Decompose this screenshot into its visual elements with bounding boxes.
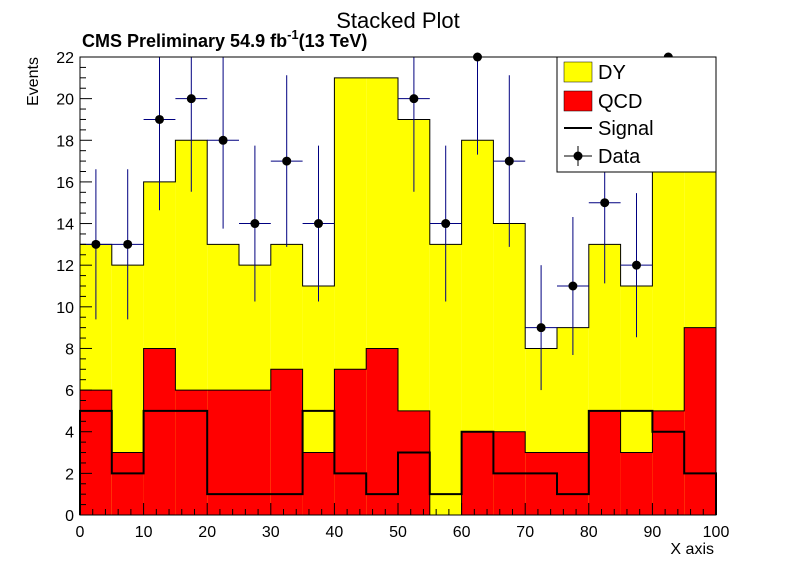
qcd-bar-15 bbox=[557, 452, 589, 515]
y-tick-label-6: 6 bbox=[65, 383, 74, 400]
data-point-14 bbox=[525, 265, 557, 391]
qcd-bar-17 bbox=[620, 452, 653, 515]
data-point-17 bbox=[620, 193, 653, 338]
y-tick-label-22: 22 bbox=[56, 50, 74, 67]
data-marker-13 bbox=[504, 156, 514, 166]
data-marker-11 bbox=[441, 219, 451, 229]
legend-entry-qcd: QCD bbox=[563, 90, 642, 113]
data-marker-2 bbox=[155, 114, 164, 124]
qcd-bar-2 bbox=[143, 348, 176, 515]
legend-swatch-dy bbox=[563, 61, 593, 83]
signal-line bbox=[79, 409, 717, 515]
qcd-outline bbox=[79, 327, 717, 516]
x-tick-label-50: 50 bbox=[389, 524, 407, 541]
data-point-3 bbox=[175, 57, 208, 192]
y-tick-label-10: 10 bbox=[56, 300, 74, 317]
y-tick-label-8: 8 bbox=[65, 341, 74, 358]
data-point-13 bbox=[493, 75, 526, 247]
x-tick-label-90: 90 bbox=[644, 524, 662, 541]
qcd-bar-19 bbox=[684, 327, 716, 515]
cms-subtitle: CMS Preliminary 54.9 fb-1(13 TeV) bbox=[82, 27, 367, 51]
y-axis: 0 2 4 6 8 10 12 14 16 18 20 22 bbox=[56, 50, 92, 525]
data-point-11 bbox=[429, 145, 462, 302]
chart-title: Stacked Plot bbox=[336, 8, 460, 33]
x-tick-label-70: 70 bbox=[516, 524, 534, 541]
qcd-bar-9 bbox=[366, 348, 398, 515]
qcd-bar-6 bbox=[270, 369, 303, 515]
x-tick-label-60: 60 bbox=[453, 524, 471, 541]
legend-entry-signal: Signal bbox=[564, 118, 654, 140]
data-marker-6 bbox=[282, 156, 292, 166]
data-point-7 bbox=[302, 145, 335, 302]
x-tick-label-40: 40 bbox=[326, 524, 344, 541]
signal-layer bbox=[79, 409, 717, 515]
y-tick-label-12: 12 bbox=[56, 258, 74, 275]
y-tick-label-2: 2 bbox=[65, 466, 74, 483]
legend-label-qcd: QCD bbox=[598, 91, 642, 113]
data-marker-0 bbox=[91, 239, 101, 249]
dy-outline bbox=[79, 77, 717, 515]
cms-subtitle-suffix: (13 TeV) bbox=[299, 31, 368, 51]
cms-subtitle-main: CMS Preliminary 54.9 fb bbox=[82, 31, 287, 51]
stacked-fill-layer bbox=[79, 77, 717, 516]
y-tick-label-0: 0 bbox=[65, 508, 74, 525]
qcd-bar-8 bbox=[334, 369, 367, 515]
data-marker-17 bbox=[632, 260, 641, 270]
x-tick-label-80: 80 bbox=[580, 524, 598, 541]
y-tick-label-4: 4 bbox=[65, 425, 74, 442]
data-marker-16 bbox=[600, 198, 610, 208]
legend-label-data: Data bbox=[598, 146, 641, 168]
data-point-6 bbox=[270, 75, 303, 247]
qcd-bar-10 bbox=[398, 410, 430, 515]
qcd-bar-12 bbox=[461, 431, 494, 515]
y-tick-label-18: 18 bbox=[56, 133, 74, 150]
qcd-bar-16 bbox=[588, 410, 621, 515]
data-point-2 bbox=[143, 57, 176, 211]
data-marker-5 bbox=[250, 219, 260, 229]
data-marker-1 bbox=[123, 239, 133, 249]
y-axis-label: Events bbox=[25, 57, 42, 106]
x-axis-label: X axis bbox=[670, 541, 714, 558]
x-axis: 0 10 20 30 40 50 60 70 80 90 100 bbox=[76, 503, 730, 541]
data-point-5 bbox=[239, 145, 271, 302]
qcd-bar-7 bbox=[302, 452, 335, 515]
data-marker-4 bbox=[218, 135, 228, 145]
qcd-bar-1 bbox=[111, 452, 144, 515]
qcd-bar-3 bbox=[175, 390, 208, 515]
data-point-4 bbox=[207, 57, 239, 229]
legend-label-dy: DY bbox=[598, 62, 626, 84]
qcd-bar-14 bbox=[525, 452, 557, 515]
x-tick-label-0: 0 bbox=[76, 524, 85, 541]
legend-entry-dy: DY bbox=[563, 61, 626, 84]
data-marker-10 bbox=[409, 94, 419, 104]
data-point-1 bbox=[111, 169, 144, 320]
qcd-bar-18 bbox=[652, 410, 685, 515]
legend: DY QCD Signal Data bbox=[556, 56, 717, 173]
y-tick-label-16: 16 bbox=[56, 175, 74, 192]
x-tick-label-30: 30 bbox=[262, 524, 280, 541]
y-tick-label-20: 20 bbox=[56, 92, 74, 109]
legend-swatch-data-marker bbox=[573, 151, 583, 161]
data-marker-15 bbox=[568, 281, 578, 291]
data-marker-3 bbox=[186, 94, 196, 104]
cms-subtitle-superscript: -1 bbox=[287, 27, 299, 42]
data-point-10 bbox=[398, 57, 430, 192]
y-tick-label-14: 14 bbox=[56, 217, 74, 234]
data-point-12 bbox=[461, 52, 494, 155]
x-tick-label-10: 10 bbox=[135, 524, 153, 541]
qcd-bar-5 bbox=[239, 390, 271, 515]
data-marker-14 bbox=[536, 323, 546, 333]
legend-label-signal: Signal bbox=[598, 118, 654, 140]
data-point-15 bbox=[557, 216, 589, 356]
data-points-layer bbox=[80, 52, 685, 391]
legend-entry-data: Data bbox=[564, 146, 641, 168]
x-tick-label-100: 100 bbox=[703, 524, 730, 541]
legend-swatch-qcd bbox=[563, 90, 593, 112]
data-marker-7 bbox=[314, 219, 323, 229]
qcd-bar-4 bbox=[207, 390, 239, 515]
x-tick-label-20: 20 bbox=[198, 524, 216, 541]
